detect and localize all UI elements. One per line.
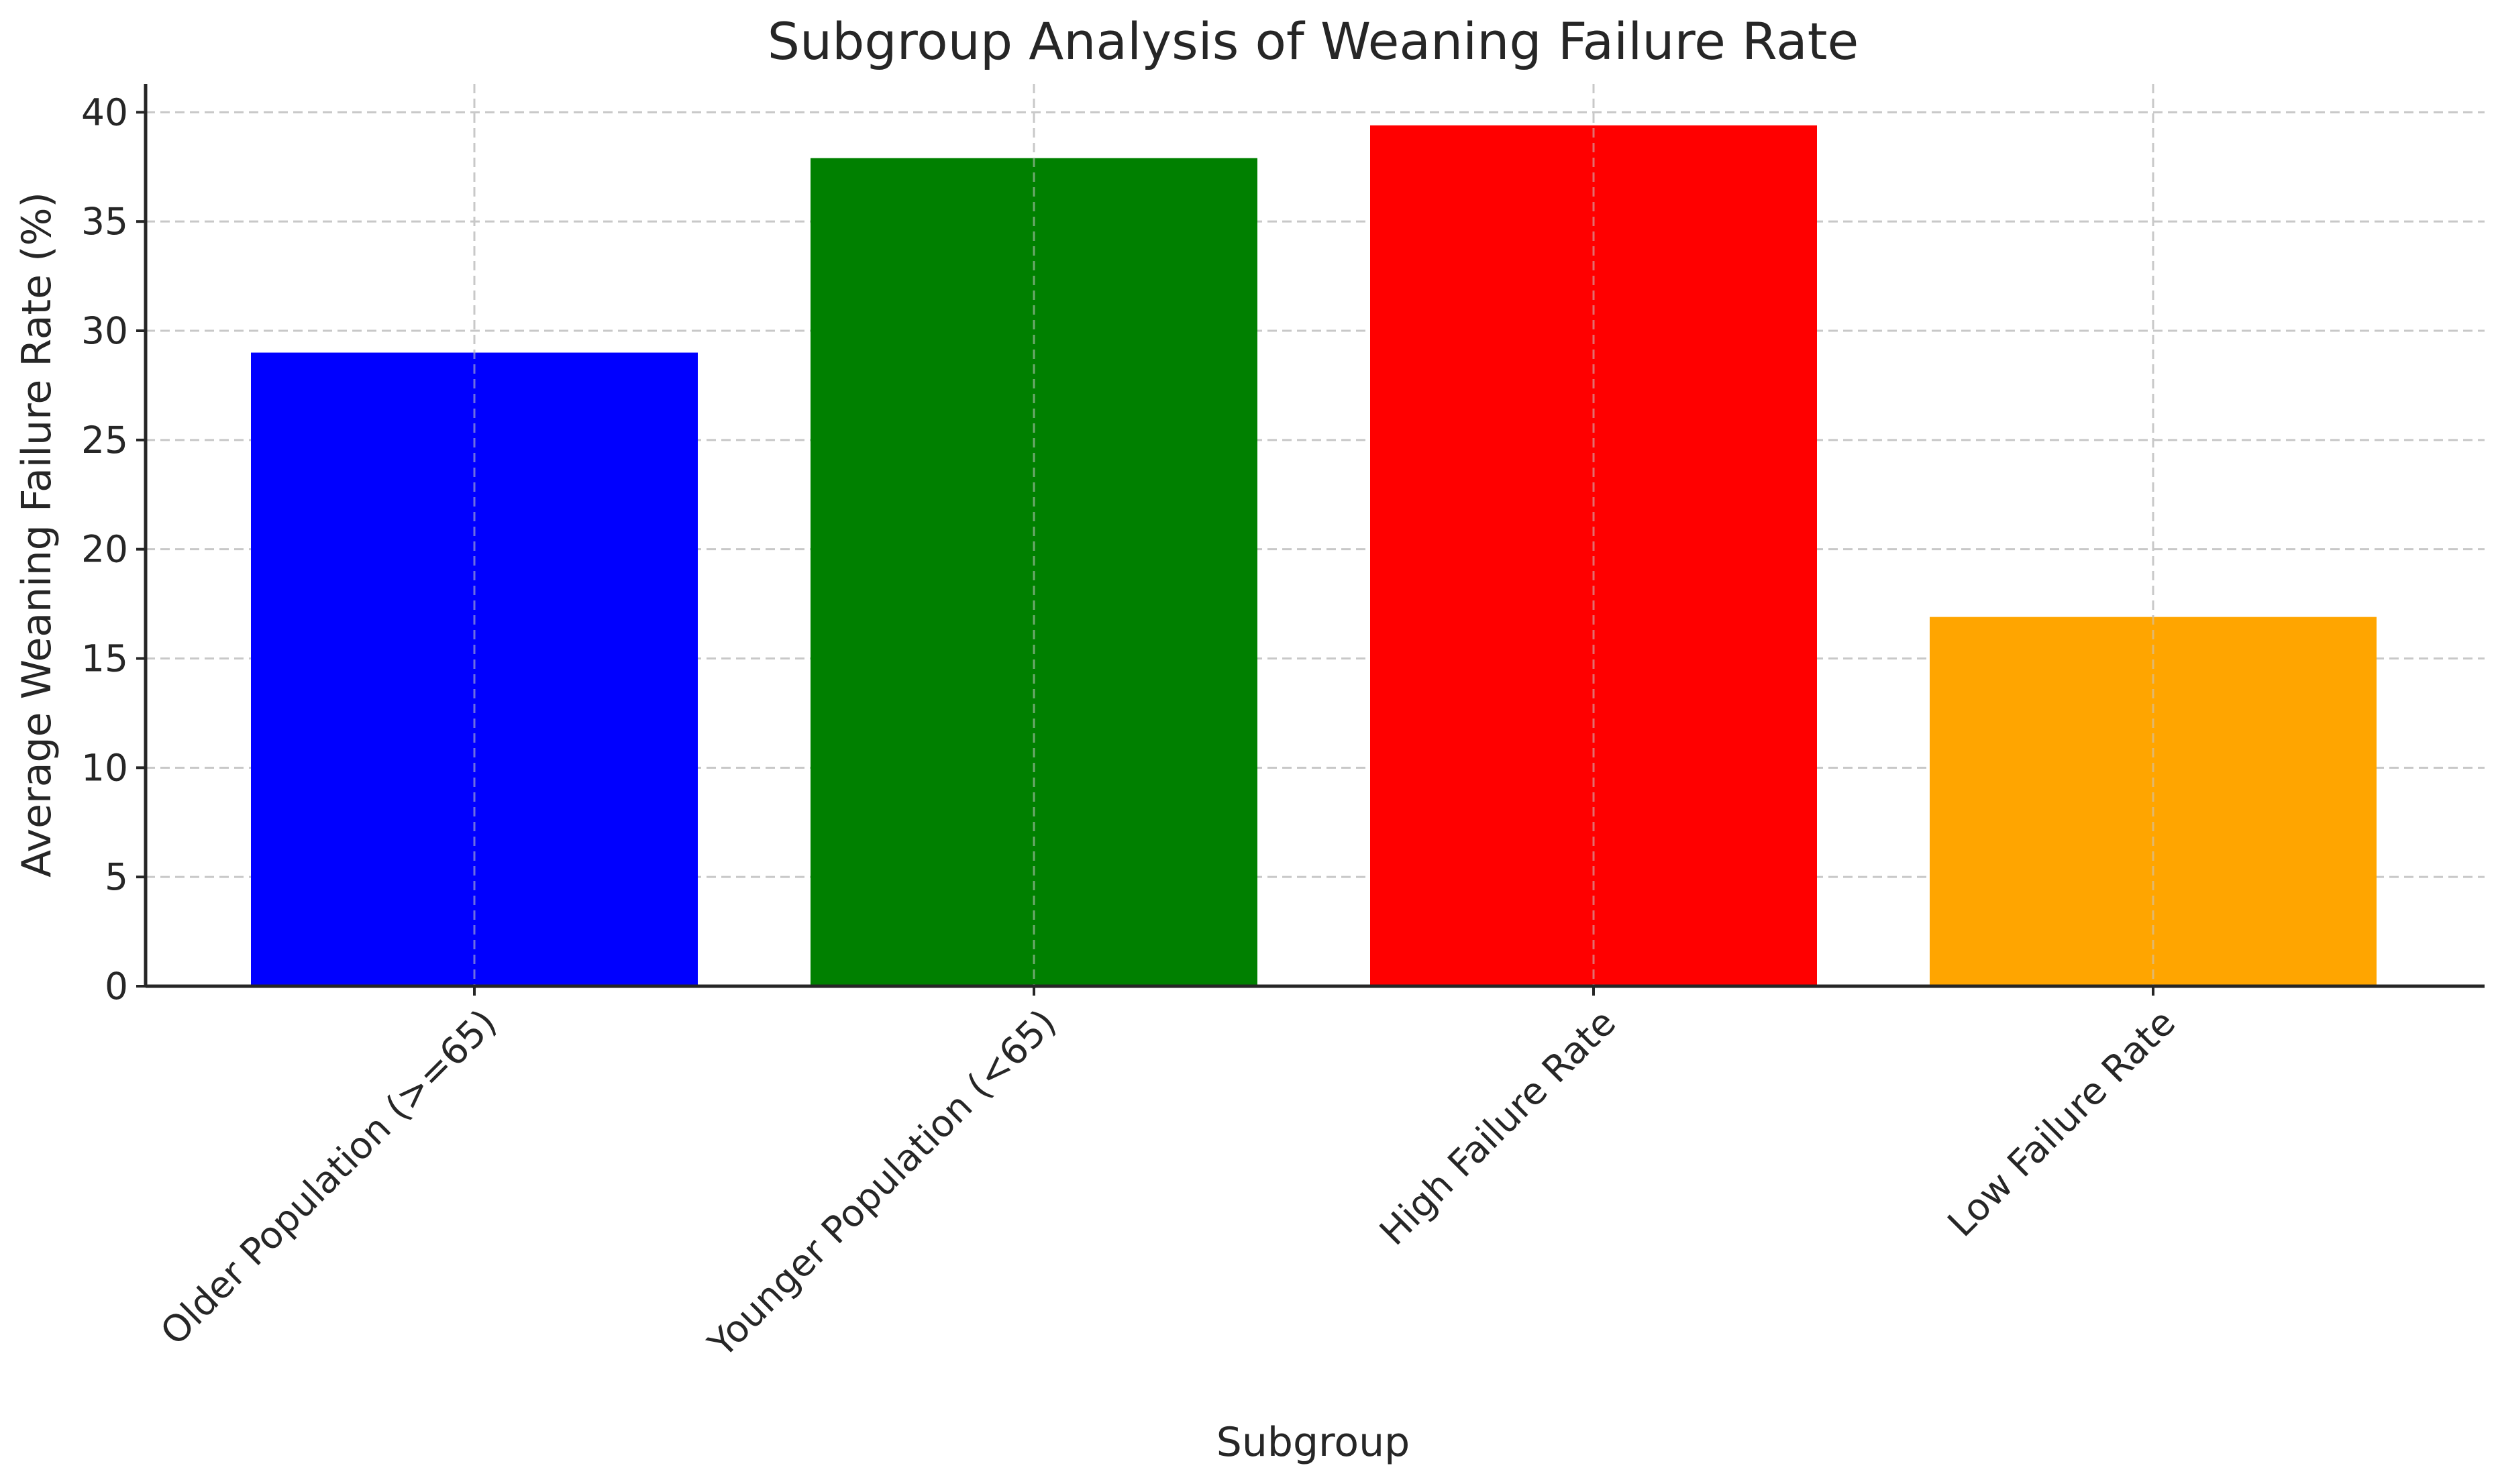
y-axis-label: Average Weaning Failure Rate (%) (13, 192, 60, 878)
x-axis-label: Subgroup (1216, 1419, 1410, 1466)
y-tick-label: 35 (81, 200, 128, 243)
y-tick-label: 10 (81, 746, 128, 789)
y-tick-label: 25 (81, 419, 128, 462)
bar (251, 352, 698, 986)
x-tick-label: Low Failure Rate (1939, 1001, 2183, 1245)
chart-title: Subgroup Analysis of Weaning Failure Rat… (768, 11, 1859, 71)
y-tick-label: 0 (105, 965, 128, 1008)
y-tick-label: 40 (81, 91, 128, 134)
bars (251, 84, 2377, 987)
y-tick-label: 5 (105, 855, 128, 898)
x-tick-label: Older Population (>=65) (152, 1001, 505, 1353)
x-tick-label: High Failure Rate (1371, 1001, 1624, 1254)
y-tick-label: 20 (81, 528, 128, 571)
y-axis-ticks: 0 5 10 15 20 25 30 35 40 (81, 91, 146, 1008)
y-tick-label: 15 (81, 637, 128, 680)
y-tick-label: 30 (81, 309, 128, 352)
x-axis-ticks: Older Population (>=65) Younger Populatio… (152, 986, 2183, 1366)
x-tick-label: Younger Population (<65) (699, 1001, 1064, 1366)
